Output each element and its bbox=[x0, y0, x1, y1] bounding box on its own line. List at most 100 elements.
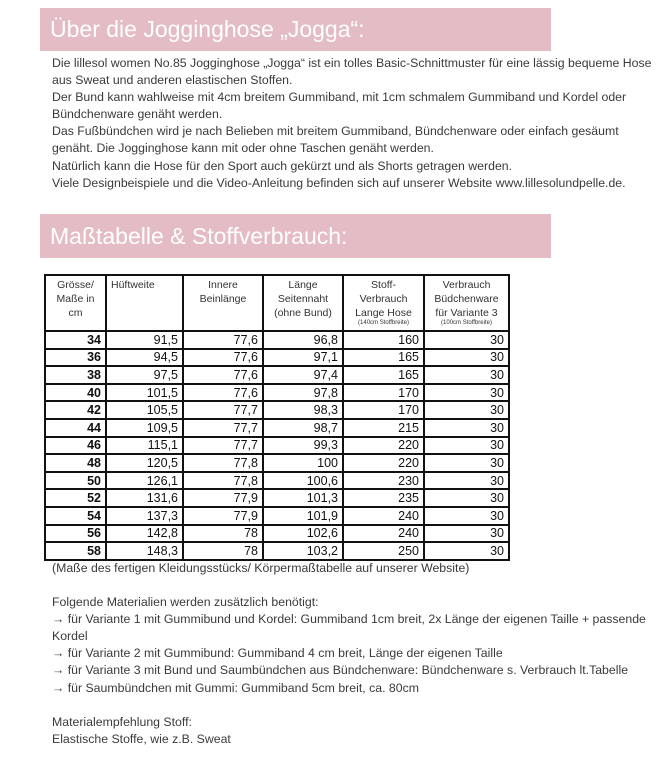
header-size: Grösse/ Maße in cm bbox=[44, 274, 107, 332]
value-cell: 78 bbox=[182, 523, 264, 544]
intro-paragraph: Der Bund kann wahlweise mit 4cm breitem … bbox=[52, 90, 627, 122]
table-row: 40 101,5 77,6 97,8 170 30 bbox=[44, 382, 510, 403]
table-row: 36 94,5 77,6 97,1 165 30 bbox=[44, 347, 510, 368]
value-cell: 30 bbox=[423, 488, 510, 508]
intro-paragraph: Natürlich kann die Hose für den Sport au… bbox=[52, 158, 513, 173]
value-cell: 230 bbox=[342, 470, 425, 491]
value-cell: 170 bbox=[342, 400, 425, 420]
value-cell: 103,2 bbox=[262, 541, 344, 561]
value-cell: 97,1 bbox=[262, 347, 344, 368]
value-cell: 30 bbox=[423, 505, 510, 526]
value-cell: 120,5 bbox=[105, 453, 184, 473]
value-cell: 96,8 bbox=[262, 330, 344, 350]
table-row: 50 126,1 77,8 100,6 230 30 bbox=[44, 470, 510, 491]
material-item: → für Variante 2 mit Gummibund: Gummiban… bbox=[52, 646, 503, 661]
value-cell: 30 bbox=[423, 541, 510, 561]
value-cell: 77,7 bbox=[182, 435, 264, 456]
value-cell: 98,3 bbox=[262, 400, 344, 420]
value-cell: 235 bbox=[342, 488, 425, 508]
value-cell: 30 bbox=[423, 470, 510, 491]
value-cell: 99,3 bbox=[262, 435, 344, 456]
value-cell: 100,6 bbox=[262, 470, 344, 491]
value-cell: 148,3 bbox=[105, 541, 184, 561]
header-side-seam: Länge Seitennaht (ohne Bund) bbox=[262, 274, 344, 332]
size-cell: 44 bbox=[44, 417, 107, 438]
value-cell: 91,5 bbox=[105, 330, 184, 350]
value-cell: 30 bbox=[423, 365, 510, 385]
header-hip: Hüftweite bbox=[105, 274, 184, 332]
value-cell: 240 bbox=[342, 505, 425, 526]
size-cell: 54 bbox=[44, 505, 107, 526]
size-cell: 40 bbox=[44, 382, 107, 403]
value-cell: 131,6 bbox=[105, 488, 184, 508]
section-header-about: Über die Jogginghose „Jogga“: bbox=[40, 8, 551, 51]
table-row: 34 91,5 77,6 96,8 160 30 bbox=[44, 330, 510, 350]
value-cell: 30 bbox=[423, 382, 510, 403]
size-cell: 34 bbox=[44, 330, 107, 350]
header-cuff-label: Verbrauch Büdchenware für Variante 3 bbox=[434, 279, 499, 319]
value-cell: 165 bbox=[342, 365, 425, 385]
material-item: → für Variante 1 mit Gummibund und Korde… bbox=[52, 612, 646, 644]
value-cell: 250 bbox=[342, 541, 425, 561]
value-cell: 30 bbox=[423, 347, 510, 368]
value-cell: 109,5 bbox=[105, 417, 184, 438]
value-cell: 77,9 bbox=[182, 488, 264, 508]
value-cell: 142,8 bbox=[105, 523, 184, 544]
value-cell: 115,1 bbox=[105, 435, 184, 456]
table-row: 58 148,3 78 103,2 250 30 bbox=[44, 541, 510, 561]
table-note: (Maße des fertigen Kleidungsstücks/ Körp… bbox=[52, 561, 470, 575]
size-cell: 38 bbox=[44, 365, 107, 385]
value-cell: 160 bbox=[342, 330, 425, 350]
size-cell: 56 bbox=[44, 523, 107, 544]
table-row: 52 131,6 77,9 101,3 235 30 bbox=[44, 488, 510, 508]
size-cell: 50 bbox=[44, 470, 107, 491]
header-inseam: Innere Beinlänge bbox=[182, 274, 264, 332]
material-item: → für Saumbündchen mit Gummi: Gummiband … bbox=[52, 680, 419, 695]
size-cell: 52 bbox=[44, 488, 107, 508]
table-row: 46 115,1 77,7 99,3 220 30 bbox=[44, 435, 510, 456]
value-cell: 126,1 bbox=[105, 470, 184, 491]
header-cuff-note: (100cm Stoffbreite) bbox=[441, 320, 492, 326]
size-cell: 36 bbox=[44, 347, 107, 368]
value-cell: 30 bbox=[423, 453, 510, 473]
value-cell: 78 bbox=[182, 541, 264, 561]
value-cell: 77,9 bbox=[182, 505, 264, 526]
value-cell: 77,8 bbox=[182, 470, 264, 491]
intro-text: Die lillesol women No.85 Jogginghose „Jo… bbox=[52, 55, 652, 192]
table-row: 42 105,5 77,7 98,3 170 30 bbox=[44, 400, 510, 420]
materials-heading: Folgende Materialien werden zusätzlich b… bbox=[52, 595, 319, 610]
value-cell: 77,7 bbox=[182, 400, 264, 420]
size-cell: 42 bbox=[44, 400, 107, 420]
header-fabric-label: Stoff-Verbrauch Lange Hose bbox=[355, 279, 412, 319]
value-cell: 97,4 bbox=[262, 365, 344, 385]
value-cell: 220 bbox=[342, 435, 425, 456]
header-fabric: Stoff-Verbrauch Lange Hose (140cm Stoffbr… bbox=[342, 274, 425, 332]
size-table: Grösse/ Maße in cm Hüftweite Innere Bein… bbox=[44, 274, 510, 561]
value-cell: 101,5 bbox=[105, 382, 184, 403]
value-cell: 101,3 bbox=[262, 488, 344, 508]
value-cell: 77,6 bbox=[182, 330, 264, 350]
section-header-size-table: Maßtabelle & Stoffverbrauch: bbox=[40, 214, 551, 258]
value-cell: 97,5 bbox=[105, 365, 184, 385]
intro-paragraph: Das Fußbündchen wird je nach Belieben mi… bbox=[52, 124, 619, 156]
value-cell: 165 bbox=[342, 347, 425, 368]
value-cell: 220 bbox=[342, 453, 425, 473]
footer-text: (Maße des fertigen Kleidungsstücks/ Körp… bbox=[52, 560, 652, 748]
value-cell: 77,6 bbox=[182, 382, 264, 403]
value-cell: 77,6 bbox=[182, 347, 264, 368]
table-row: 44 109,5 77,7 98,7 215 30 bbox=[44, 417, 510, 438]
value-cell: 30 bbox=[423, 417, 510, 438]
value-cell: 170 bbox=[342, 382, 425, 403]
intro-paragraph: Die lillesol women No.85 Jogginghose „Jo… bbox=[52, 56, 652, 88]
value-cell: 30 bbox=[423, 330, 510, 350]
value-cell: 98,7 bbox=[262, 417, 344, 438]
table-row: 48 120,5 77,8 100 220 30 bbox=[44, 453, 510, 473]
value-cell: 101,9 bbox=[262, 505, 344, 526]
value-cell: 97,8 bbox=[262, 382, 344, 403]
value-cell: 94,5 bbox=[105, 347, 184, 368]
table-row: 56 142,8 78 102,6 240 30 bbox=[44, 523, 510, 544]
fabric-text: Elastische Stoffe, wie z.B. Sweat bbox=[52, 731, 231, 746]
value-cell: 30 bbox=[423, 523, 510, 544]
header-cuff: Verbrauch Büdchenware für Variante 3 (100… bbox=[423, 274, 510, 332]
value-cell: 100 bbox=[262, 453, 344, 473]
